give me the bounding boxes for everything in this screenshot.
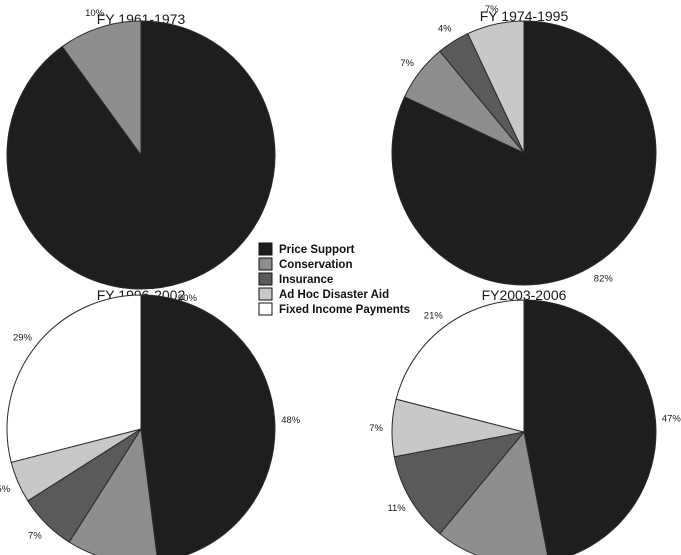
pie-4-slice-fixed-income-payments	[395, 299, 525, 433]
pie-chart-1: FY 1961-1973 90%10%	[6, 8, 276, 304]
pie-1-label-price-support: 90%	[178, 293, 198, 304]
pie-3-slice-fixed-income-payments	[6, 294, 142, 463]
legend-label-price-support: Price Support	[279, 244, 355, 256]
pie-4-label-insurance: 11%	[387, 503, 406, 514]
pie-3-slice-price-support	[140, 294, 276, 555]
pie-4-slice-conservation	[439, 431, 548, 555]
pie-4-slice-price-support	[523, 299, 657, 555]
pie-chart-2: FY 1974-1995 82% 7% 4% 7%	[391, 4, 657, 286]
legend-item-conservation: Conservation	[258, 257, 353, 271]
pie-chart-3: FY 1996-2002 48%11%7%5%29%	[0, 287, 301, 555]
legend-swatch-fixed-income-payments	[258, 302, 273, 316]
legend-label-insurance: Insurance	[279, 274, 333, 286]
pie-3-label-insurance: 7%	[28, 531, 42, 542]
legend-swatch-price-support	[258, 242, 273, 256]
legend-item-price-support: Price Support	[258, 242, 355, 256]
legend-label-conservation: Conservation	[279, 259, 353, 271]
legend-item-insurance: Insurance	[258, 272, 333, 286]
pie-4-label-price-support: 47%	[662, 414, 681, 425]
pie-1-slice-conservation	[61, 20, 142, 156]
pie-2-label-insurance: 4%	[438, 24, 452, 35]
legend-label-ad-hoc-disaster-aid: Ad Hoc Disaster Aid	[279, 289, 389, 301]
legend-label-fixed-income-payments: Fixed Income Payments	[279, 304, 410, 316]
legend-swatch-ad-hoc-disaster-aid	[258, 287, 273, 301]
legend: Price Support Conservation Insurance Ad …	[258, 242, 410, 316]
pie-2-label-conservation: 7%	[400, 58, 414, 69]
pie-4-label-fixed-income-payments: 21%	[424, 311, 444, 322]
pie-2-labels: 82% 7% 4% 7%	[400, 4, 613, 284]
pie-4-slice-insurance	[393, 431, 525, 535]
pie-2-label-ad-hoc-disaster-aid: 7%	[485, 4, 499, 15]
pie-1-slices	[6, 20, 276, 290]
pie-4-title: FY2003-2006	[482, 287, 567, 303]
pie-chart-4: FY2003-2006 47%14%11%7%21%	[369, 287, 681, 555]
pie-4-slices	[391, 299, 657, 555]
pie-2-label-price-support: 82%	[594, 274, 614, 285]
legend-item-fixed-income-payments: Fixed Income Payments	[258, 302, 410, 316]
pie-3-labels: 48%11%7%5%29%	[0, 333, 301, 542]
pie-2-slice-ad-hoc-disaster-aid	[467, 20, 525, 154]
pie-3-label-price-support: 48%	[281, 415, 301, 426]
pie-3-slice-conservation	[68, 428, 158, 555]
legend-swatch-conservation	[258, 257, 273, 271]
pie-2-title: FY 1974-1995	[480, 8, 569, 24]
pie-3-label-ad-hoc-disaster-aid: 5%	[0, 484, 11, 495]
pie-4-labels: 47%14%11%7%21%	[369, 311, 681, 514]
legend-item-ad-hoc-disaster-aid: Ad Hoc Disaster Aid	[258, 287, 389, 301]
legend-swatch-insurance	[258, 272, 273, 286]
pie-2-slices	[391, 20, 657, 286]
pie-1-labels: 90% 10%	[85, 8, 197, 304]
pie-4-label-ad-hoc-disaster-aid: 7%	[369, 423, 383, 434]
pie-1-label-conservation: 10%	[85, 8, 105, 19]
pie-3-label-fixed-income-payments: 29%	[13, 333, 33, 344]
pie-3-slices	[6, 294, 276, 555]
